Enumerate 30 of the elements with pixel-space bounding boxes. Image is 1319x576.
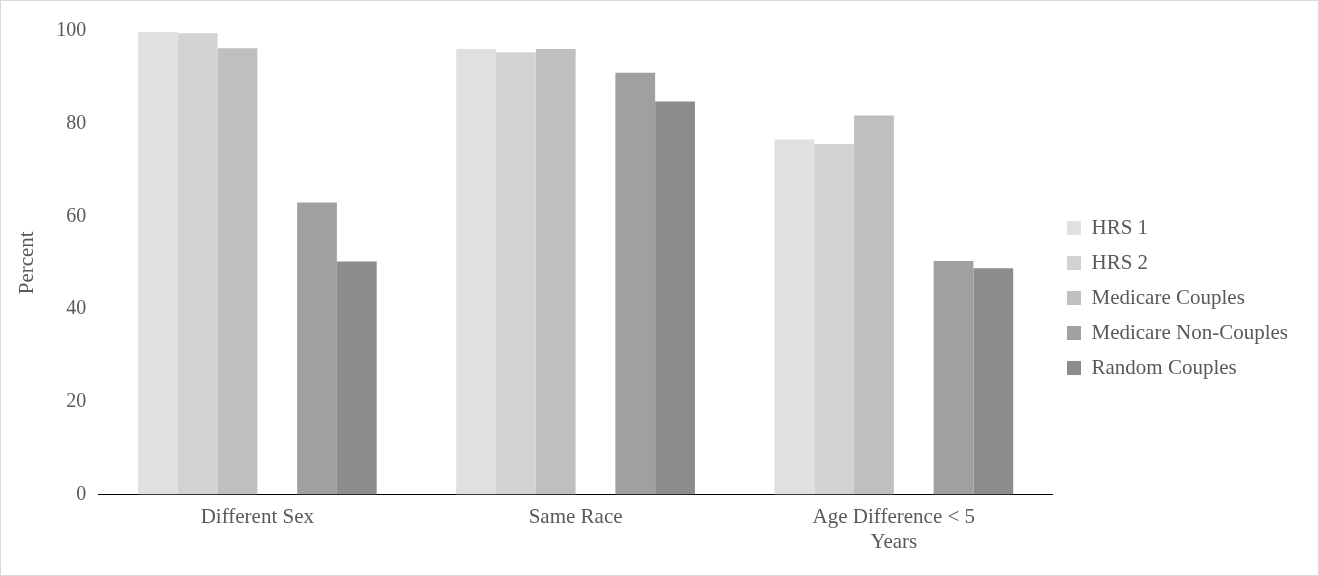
bar	[933, 260, 974, 495]
y-tick-label: 80	[66, 110, 87, 133]
y-tick-label: 0	[76, 481, 87, 504]
y-tick-label: 60	[66, 203, 87, 226]
legend-label: Random Couples	[1091, 354, 1237, 379]
bar	[535, 49, 576, 495]
bar	[297, 202, 337, 495]
bar	[177, 33, 218, 495]
bar	[854, 115, 894, 495]
bar	[496, 52, 536, 495]
y-tick-label: 20	[66, 389, 87, 412]
bar	[814, 144, 855, 495]
bar	[456, 49, 497, 495]
legend-label: Medicare Non-Couples	[1091, 319, 1288, 344]
bar	[973, 268, 1014, 495]
bar	[217, 48, 258, 495]
y-tick-label: 100	[56, 18, 87, 41]
bar	[336, 261, 377, 495]
x-tick-label: Different Sex	[200, 503, 315, 528]
x-tick-label: Age Difference < 5 Years	[812, 503, 976, 553]
y-tick-label: 40	[66, 296, 87, 319]
legend-label: HRS 1	[1091, 214, 1149, 239]
bar	[774, 139, 815, 495]
legend-label: HRS 2	[1091, 249, 1149, 274]
bar	[655, 101, 695, 495]
y-axis-title: Percent	[14, 231, 39, 295]
x-tick-label: Same Race	[528, 503, 623, 528]
bar	[137, 31, 178, 495]
bar	[615, 72, 656, 495]
legend-label: Medicare Couples	[1091, 284, 1245, 309]
